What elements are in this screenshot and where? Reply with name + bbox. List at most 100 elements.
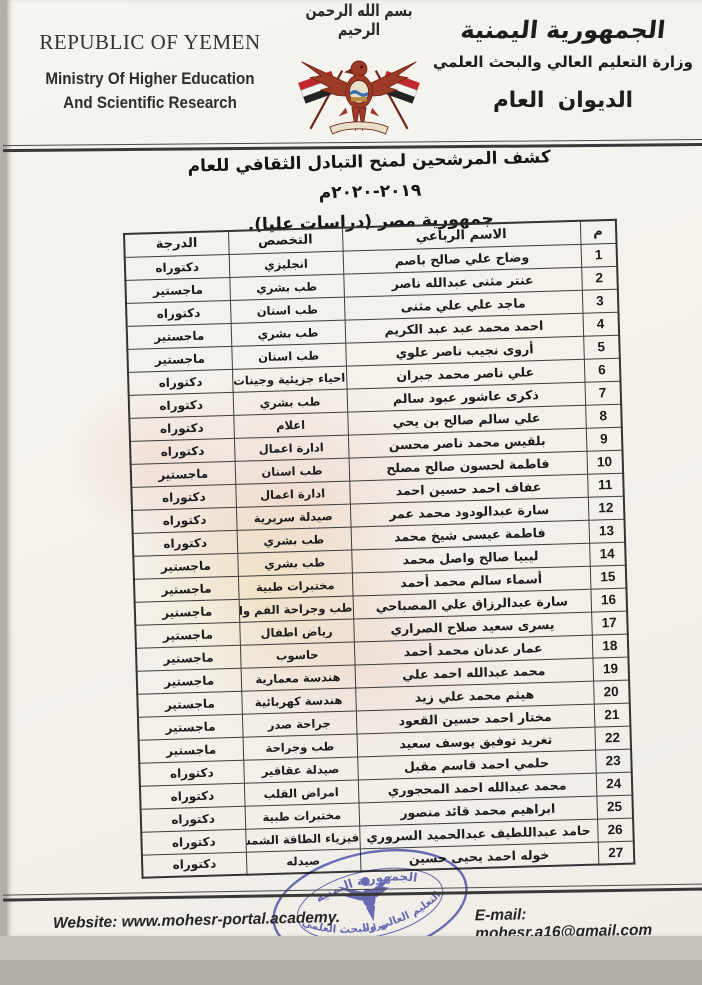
cell-spec: ادارة اعمال	[233, 434, 349, 461]
cell-spec: رياض اطفال	[239, 618, 354, 645]
cell-no: 27	[597, 840, 635, 865]
cell-no: 16	[590, 587, 628, 612]
cell-degree: دكتوراه	[141, 851, 247, 878]
cell-degree: دكتوراه	[131, 506, 237, 533]
cell-spec: طب بشري	[232, 388, 348, 415]
cell-no: 23	[595, 748, 632, 773]
cell-spec: مختبرات طبية	[244, 802, 360, 829]
cell-degree: دكتوراه	[141, 828, 246, 855]
cell-degree: ماجستير	[135, 644, 241, 671]
cell-degree: ماجستير	[133, 575, 239, 602]
cell-no: 15	[589, 564, 627, 589]
header-cell-specialty: التخصص	[227, 227, 343, 254]
header-cell-no: م	[579, 219, 617, 244]
cell-spec: طب وجراحة الفم والاسنان	[238, 595, 354, 622]
cell-no: 26	[597, 817, 634, 842]
cell-spec: مختبرات طبية	[237, 572, 353, 599]
cell-no: 7	[584, 380, 622, 405]
cell-spec: طب بشري	[237, 549, 352, 576]
cell-spec: طب اسنان	[231, 342, 346, 369]
cell-spec: اعلام	[233, 411, 348, 438]
cell-no: 2	[581, 265, 618, 290]
cell-no: 8	[585, 403, 622, 428]
cell-spec: طب بشري	[229, 273, 344, 300]
yemen-eagle-emblem-icon	[298, 60, 420, 135]
document-page: REPUBLIC OF YEMEN Ministry Of Higher Edu…	[2, 0, 702, 960]
ministry-name-ar: وزارة التعليم العالي والبحث العلمي	[432, 53, 694, 71]
cell-degree: ماجستير	[137, 713, 243, 740]
cell-no: 5	[583, 334, 620, 359]
cell-no: 1	[580, 242, 618, 267]
svg-text:وزارة: وزارة	[363, 920, 388, 935]
national-emblem-block: بسم الله الرحمن الرحيم	[284, 2, 434, 148]
cell-no: 20	[593, 679, 630, 704]
cell-degree: دكتوراه	[124, 253, 230, 280]
bismillah-calligraphy: بسم الله الرحمن الرحيم	[305, 2, 413, 40]
cell-spec: هندسة كهربائية	[241, 687, 356, 714]
cell-degree: دكتوراه	[140, 805, 246, 832]
country-name-en: REPUBLIC OF YEMEN	[39, 30, 261, 54]
cell-no: 12	[587, 495, 625, 520]
cell-no: 10	[586, 449, 624, 474]
cell-spec: احياء جزيئية وجينات	[231, 365, 347, 392]
cell-degree: دكتوراه	[139, 759, 244, 786]
cell-spec: طب اسنان	[234, 457, 350, 484]
cell-degree: دكتوراه	[129, 437, 235, 464]
cell-spec: امراض القلب	[243, 779, 359, 806]
scan-edge	[0, 936, 702, 960]
cell-no: 3	[581, 288, 619, 313]
country-name-ar: الجمهورية اليمنية	[459, 16, 667, 44]
cell-spec: طب وجراحة	[242, 733, 358, 760]
cell-no: 22	[594, 725, 632, 750]
cell-no: 4	[582, 311, 620, 336]
cell-no: 11	[587, 472, 624, 497]
header-english: REPUBLIC OF YEMEN Ministry Of Higher Edu…	[21, 30, 279, 116]
cell-degree: دكتوراه	[128, 391, 234, 418]
cell-degree: دكتوراه	[139, 782, 245, 809]
cell-no: 25	[596, 794, 634, 819]
cell-spec: طب اسنان	[229, 296, 345, 323]
cell-spec: صيدلة سريرية	[235, 503, 351, 530]
cell-degree: دكتوراه	[129, 414, 234, 441]
cell-no: 6	[583, 357, 621, 382]
cell-spec: حاسوب	[239, 641, 355, 668]
cell-degree: ماجستير	[133, 552, 238, 579]
cell-degree: دكتوراه	[132, 529, 238, 556]
cell-spec: انجليزي	[228, 250, 344, 277]
cell-degree: دكتوراه	[131, 483, 236, 510]
cell-spec: هندسة معمارية	[240, 664, 356, 691]
cell-degree: ماجستير	[125, 276, 230, 303]
cell-degree: ماجستير	[138, 736, 244, 763]
ministry-line-2: And Scientific Research	[63, 93, 237, 112]
header-cell-degree: الدرجة	[124, 230, 229, 257]
cell-no: 17	[591, 610, 628, 635]
cell-spec: طب بشري	[230, 319, 346, 346]
cell-no: 21	[593, 702, 631, 727]
cell-degree: ماجستير	[130, 460, 236, 487]
cell-no: 9	[585, 426, 623, 451]
cell-degree: ماجستير	[134, 598, 240, 625]
cell-no: 13	[588, 518, 626, 543]
cell-degree: ماجستير	[135, 621, 240, 648]
cell-spec: جراحة صدر	[241, 710, 357, 737]
cell-no: 18	[591, 633, 629, 658]
cell-degree: دكتوراه	[126, 299, 231, 326]
cell-spec: صيدلة عقاقير	[243, 756, 358, 783]
ministry-line-1: Ministry Of Higher Education	[45, 70, 255, 88]
candidates-table-wrap: م الاسم الرباعي التخصص الدرجة 1 وضاح علي …	[123, 218, 636, 879]
candidates-table: م الاسم الرباعي التخصص الدرجة 1 وضاح علي …	[123, 218, 636, 879]
cell-spec: فيزياء الطاقة الشمسية	[245, 825, 360, 852]
cell-no: 14	[589, 541, 626, 566]
cell-no: 19	[592, 656, 630, 681]
cell-degree: ماجستير	[137, 690, 242, 717]
cell-degree: ماجستير	[127, 345, 232, 372]
ministry-name-en: Ministry Of Higher Education And Scienti…	[31, 68, 268, 116]
cell-spec: ادارة اعمال	[235, 480, 350, 507]
header-arabic: الجمهورية اليمنية وزارة التعليم العالي و…	[432, 16, 694, 113]
cell-degree: ماجستير	[126, 322, 232, 349]
cell-spec: طب بشري	[236, 526, 352, 553]
general-office-label: الديوان العام	[492, 88, 634, 113]
cell-no: 24	[595, 771, 633, 796]
cell-degree: دكتوراه	[128, 368, 233, 395]
cell-degree: ماجستير	[136, 667, 242, 694]
